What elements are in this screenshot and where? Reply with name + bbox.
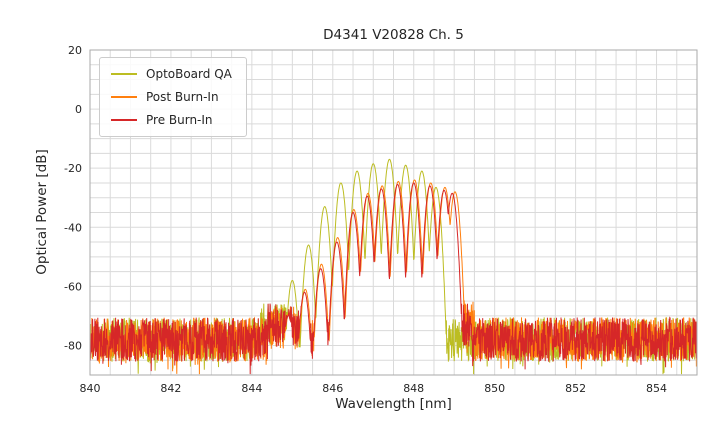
y-tick-label: 20 [68, 44, 82, 57]
legend-item: OptoBoard QA [111, 67, 232, 81]
chart-title: D4341 V20828 Ch. 5 [323, 27, 464, 43]
y-tick-label: -20 [64, 162, 82, 175]
y-axis-label: Optical Power [dB] [34, 149, 50, 275]
axes-frame [89, 49, 698, 376]
y-tick-label: -60 [64, 280, 82, 293]
x-tick-label: 854 [646, 382, 667, 395]
y-tick-label: -80 [64, 340, 82, 353]
legend-label: OptoBoard QA [146, 67, 232, 81]
legend-label: Pre Burn-In [146, 113, 213, 127]
x-tick-label: 850 [484, 382, 505, 395]
series-group [90, 158, 697, 375]
legend-label: Post Burn-In [146, 90, 219, 104]
x-tick-label: 848 [403, 382, 424, 395]
series-pre-burn-in [90, 182, 697, 375]
y-tick-label: -40 [64, 221, 82, 234]
y-tick-label: 0 [75, 103, 82, 116]
legend-line-sample [111, 119, 137, 121]
x-tick-label: 842 [160, 382, 181, 395]
x-tick-label: 852 [565, 382, 586, 395]
x-tick-label: 840 [80, 382, 101, 395]
x-tick-label: 844 [241, 382, 262, 395]
legend-item: Pre Burn-In [111, 113, 232, 127]
x-axis-label: Wavelength [nm] [335, 396, 452, 412]
legend: OptoBoard QA Post Burn-In Pre Burn-In [99, 57, 247, 137]
legend-item: Post Burn-In [111, 90, 232, 104]
x-tick-labels: 840 842 844 846 848 850 852 854 [80, 382, 668, 395]
legend-line-sample [111, 73, 137, 75]
y-tick-labels: 20 0 -20 -40 -60 -80 [64, 44, 82, 353]
legend-line-sample [111, 96, 137, 98]
x-tick-label: 846 [322, 382, 343, 395]
